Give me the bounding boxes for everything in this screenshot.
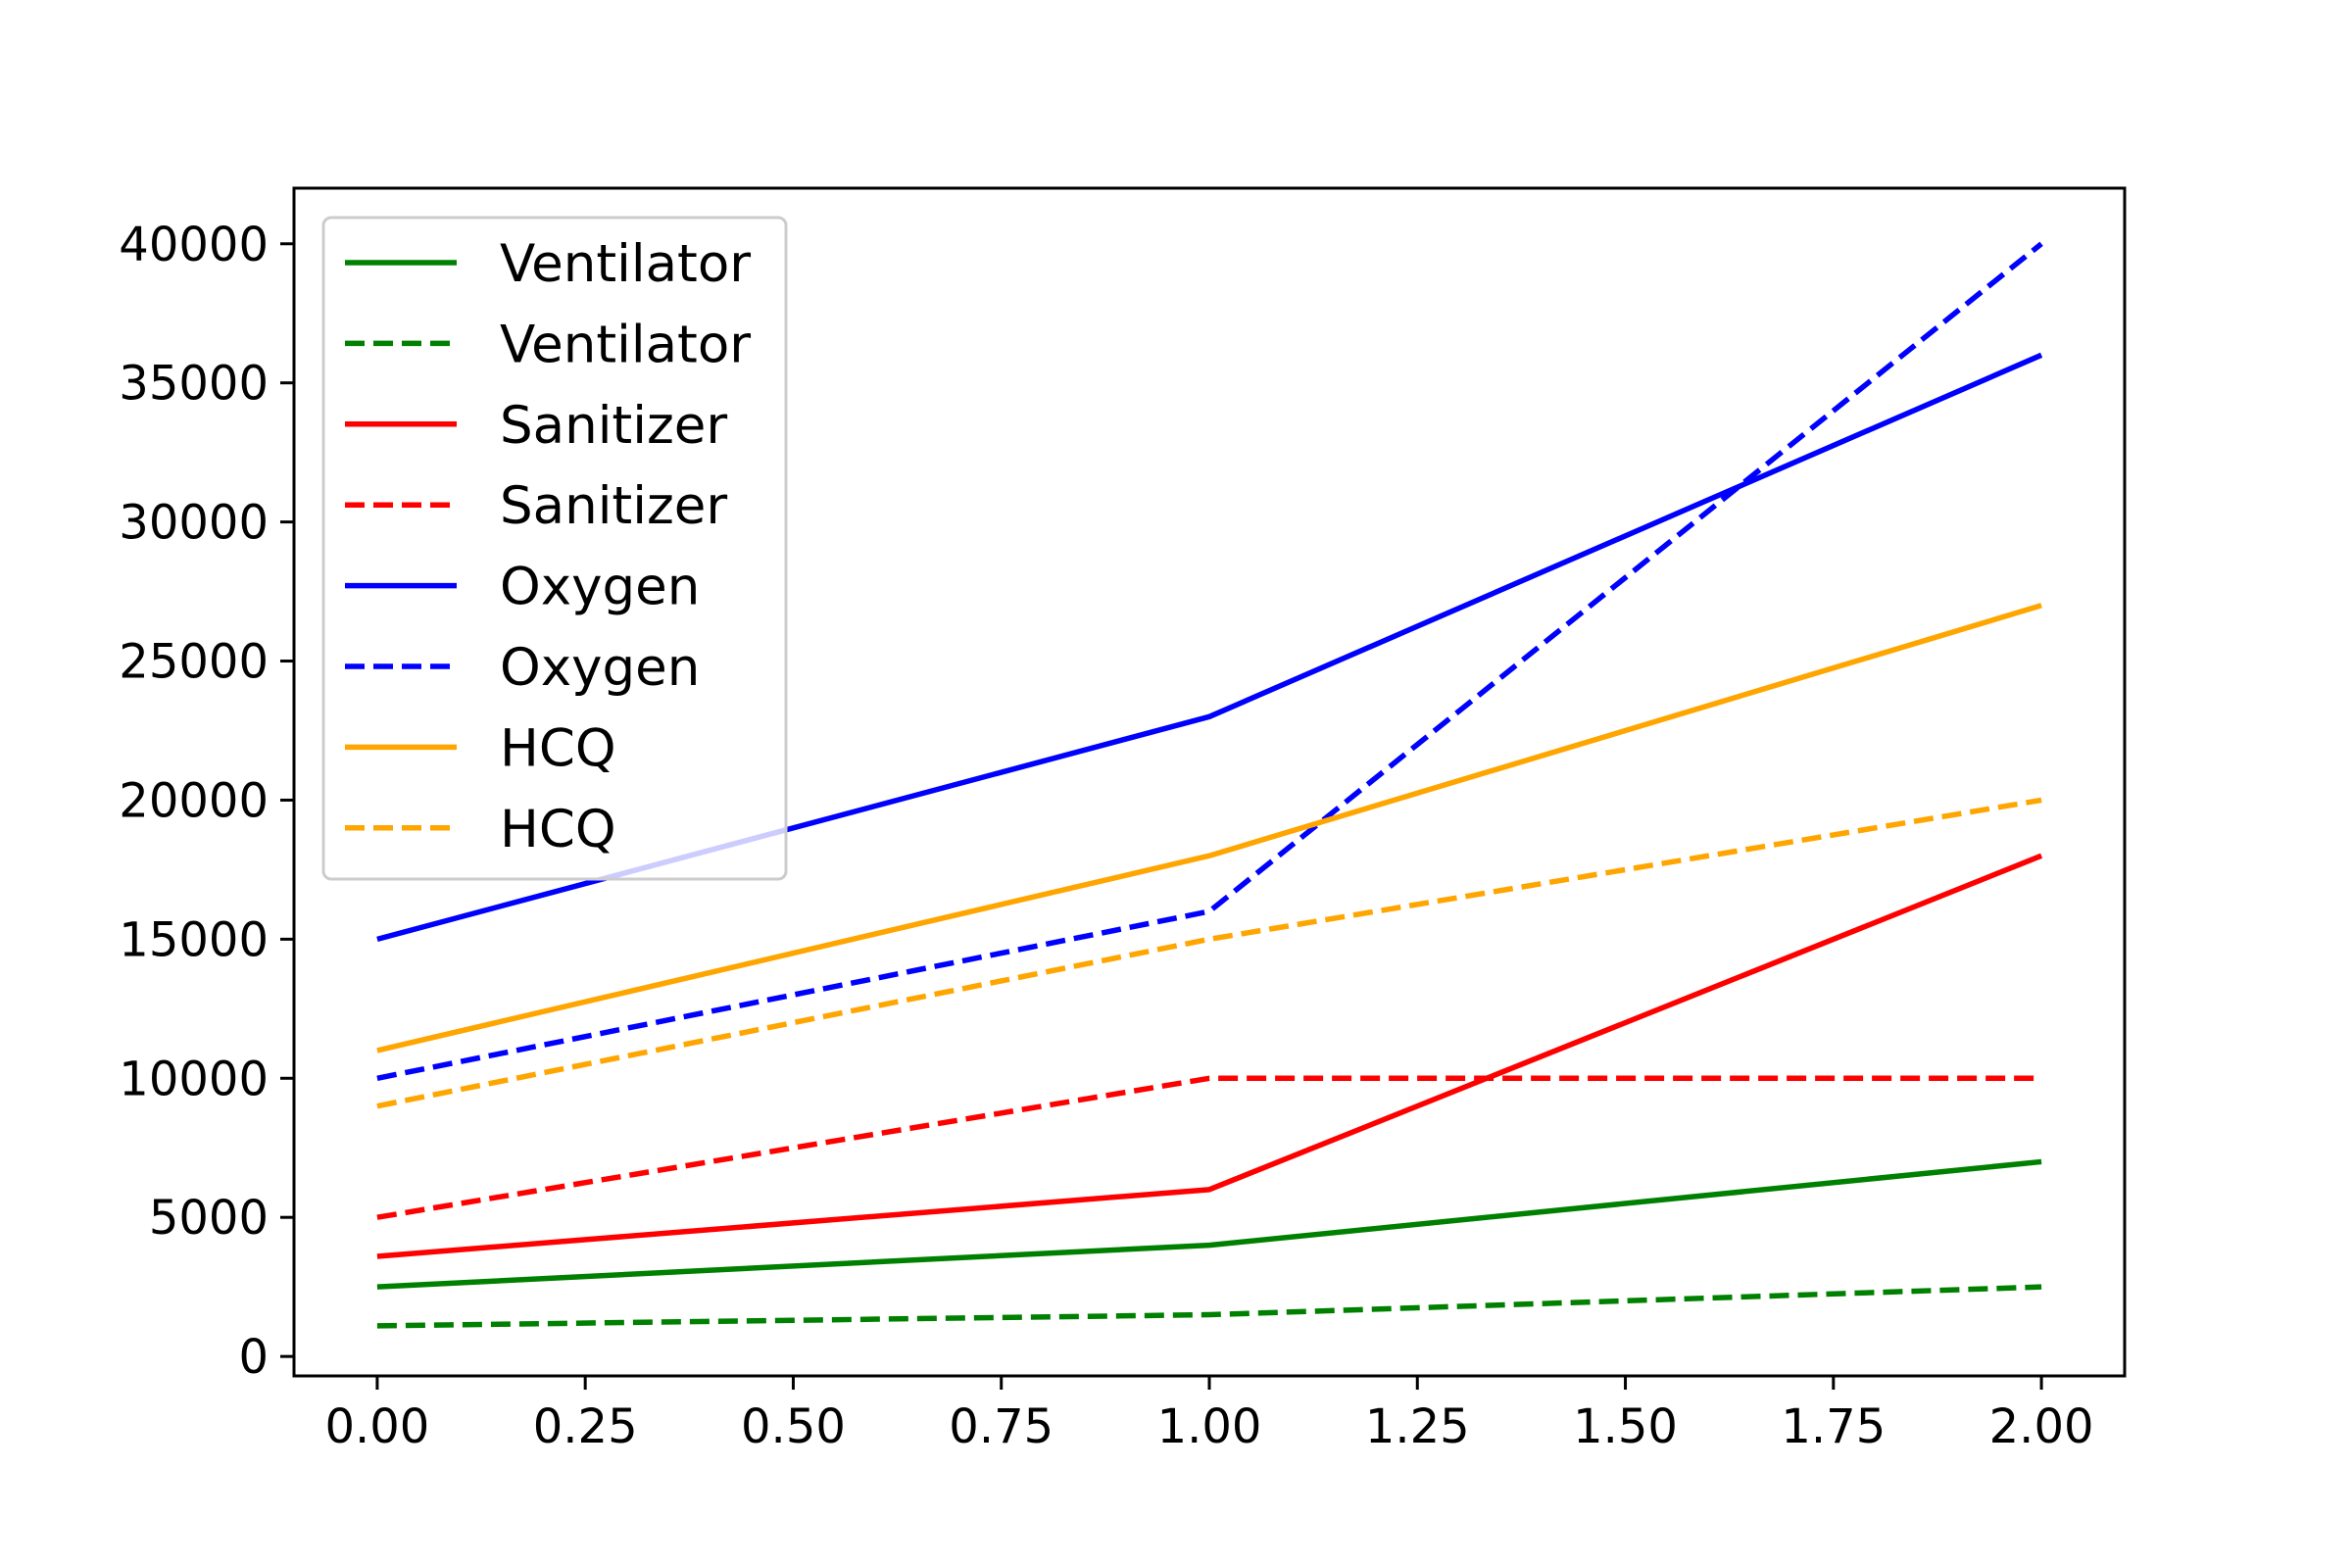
x-tick-label: 0.25 bbox=[533, 1399, 638, 1454]
legend-label: Ventilator bbox=[500, 315, 751, 374]
x-tick-label: 0.00 bbox=[324, 1399, 429, 1454]
y-tick-label: 5000 bbox=[149, 1191, 269, 1246]
x-tick-label: 1.00 bbox=[1157, 1399, 1262, 1454]
y-tick-label: 40000 bbox=[119, 218, 269, 272]
series-line-sanitizer-dashed bbox=[376, 1075, 2042, 1220]
legend-item-oxygen-solid: Oxygen bbox=[345, 558, 700, 617]
legend-box bbox=[321, 216, 788, 881]
legend-label: HCQ bbox=[500, 800, 616, 859]
legend-item-oxygen-dashed: Oxygen bbox=[345, 638, 700, 698]
y-tick-label: 0 bbox=[238, 1330, 269, 1385]
legend-label: Ventilator bbox=[500, 234, 751, 294]
y-tick-label: 15000 bbox=[119, 912, 269, 967]
x-tick-label: 2.00 bbox=[1989, 1399, 2094, 1454]
x-tick-label: 1.25 bbox=[1365, 1399, 1470, 1454]
legend-item-sanitizer-solid: Sanitizer bbox=[345, 396, 727, 456]
x-tick-label: 1.75 bbox=[1781, 1399, 1886, 1454]
legend-label: Oxygen bbox=[500, 638, 700, 698]
y-tick-label: 35000 bbox=[119, 357, 269, 412]
x-tick-label: 1.50 bbox=[1573, 1399, 1678, 1454]
legend-item-ventilator-solid: Ventilator bbox=[345, 234, 751, 294]
series-line-hcq-dashed bbox=[376, 797, 2042, 1109]
y-tick-label: 10000 bbox=[119, 1052, 269, 1106]
y-tick-label: 30000 bbox=[119, 496, 269, 551]
series-line-ventilator-solid bbox=[376, 1158, 2042, 1290]
legend-item-ventilator-dashed: Ventilator bbox=[345, 315, 751, 374]
series-line-hcq-solid bbox=[376, 603, 2042, 1054]
y-tick-label: 25000 bbox=[119, 635, 269, 690]
legend-item-hcq-dashed: HCQ bbox=[345, 800, 616, 859]
legend-label: Sanitizer bbox=[500, 476, 727, 536]
legend: Ventilator Ventilator Sanitizer Sanitizer Ox… bbox=[321, 216, 788, 881]
legend-item-sanitizer-dashed: Sanitizer bbox=[345, 476, 727, 536]
x-tick-label: 0.50 bbox=[741, 1399, 846, 1454]
x-axis: 0.00 0.25 0.50 0.75 1.00 1.25 1.50 1.75 2.00 bbox=[324, 1376, 2094, 1454]
y-axis: 0 5000 10000 15000 20000 25000 30000 35000 40000 bbox=[119, 218, 294, 1385]
legend-label: HCQ bbox=[500, 718, 616, 778]
series-line-sanitizer-solid bbox=[376, 853, 2043, 1259]
legend-item-hcq-solid: HCQ bbox=[345, 718, 616, 778]
series-line-ventilator-dashed bbox=[376, 1284, 2042, 1329]
legend-label: Oxygen bbox=[500, 558, 700, 617]
legend-label: Sanitizer bbox=[500, 396, 727, 456]
y-tick-label: 20000 bbox=[119, 773, 269, 828]
x-tick-label: 0.75 bbox=[949, 1399, 1054, 1454]
